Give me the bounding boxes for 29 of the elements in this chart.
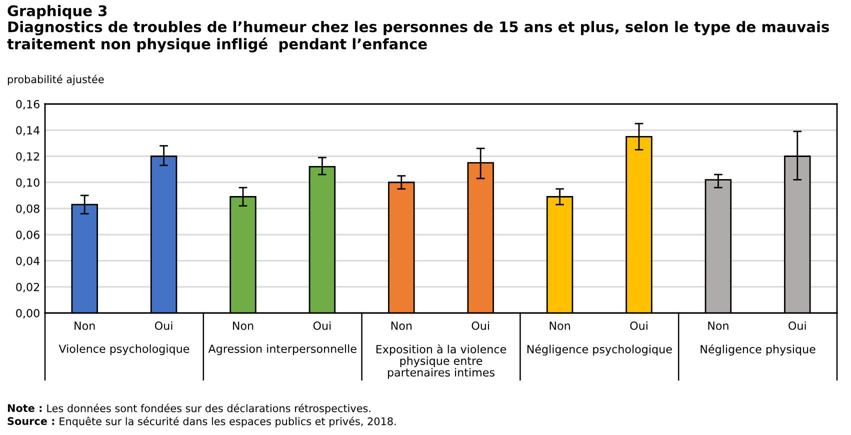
text: Exposition à la violence physique entre partenaires intimes (376, 344, 506, 379)
text: Agression interpersonnelle (208, 344, 356, 356)
x-tick-label: Non (233, 322, 254, 330)
y-tick-label: 0,02 (16, 282, 40, 292)
x-tick-label: Oui (472, 321, 489, 330)
y-tick-label: 0,10 (16, 178, 40, 188)
y-tick-label: 0,00 (16, 308, 40, 319)
y-tick-label: 0,16 (16, 100, 40, 110)
source-note: Source : Enquête sur la sécurité dans les espaces publics et privés, 2018. (8, 416, 396, 428)
chart-title: Graphique 3 (8, 5, 107, 20)
x-tick-label: Oui (630, 321, 648, 330)
text: Violence psychologique (58, 344, 190, 356)
text: Note : Les données sont fondées sur des déclarations rétrospectives. (8, 404, 370, 414)
text: Négligence physique (700, 344, 816, 356)
y-tick-label: 0,04 (16, 256, 40, 266)
y-tick-label: 0,12 (16, 152, 40, 162)
x-tick-label: Non (550, 322, 570, 330)
y-tick-label: 0,14 (16, 126, 40, 136)
chart-subtitle: Diagnostics de troubles de l’humeur chez les personnes de 15 ans et plus, selon le type de mauvais traitement non physique infligé pendant l’enfance (7, 21, 829, 52)
x-tick-label: Non (74, 322, 95, 330)
x-tick-label: Oui (313, 321, 331, 330)
y-tick-label: 0,06 (16, 230, 40, 240)
x-tick-label: Non (391, 322, 412, 330)
y-axis-title: probabilité ajustée (8, 74, 104, 86)
x-tick-label: Oui (788, 321, 806, 330)
x-tick-label: Non (708, 322, 728, 330)
text: Négligence psychologique (527, 344, 672, 356)
y-tick-label: 0,08 (16, 204, 40, 214)
x-tick-label: Oui (154, 321, 172, 330)
